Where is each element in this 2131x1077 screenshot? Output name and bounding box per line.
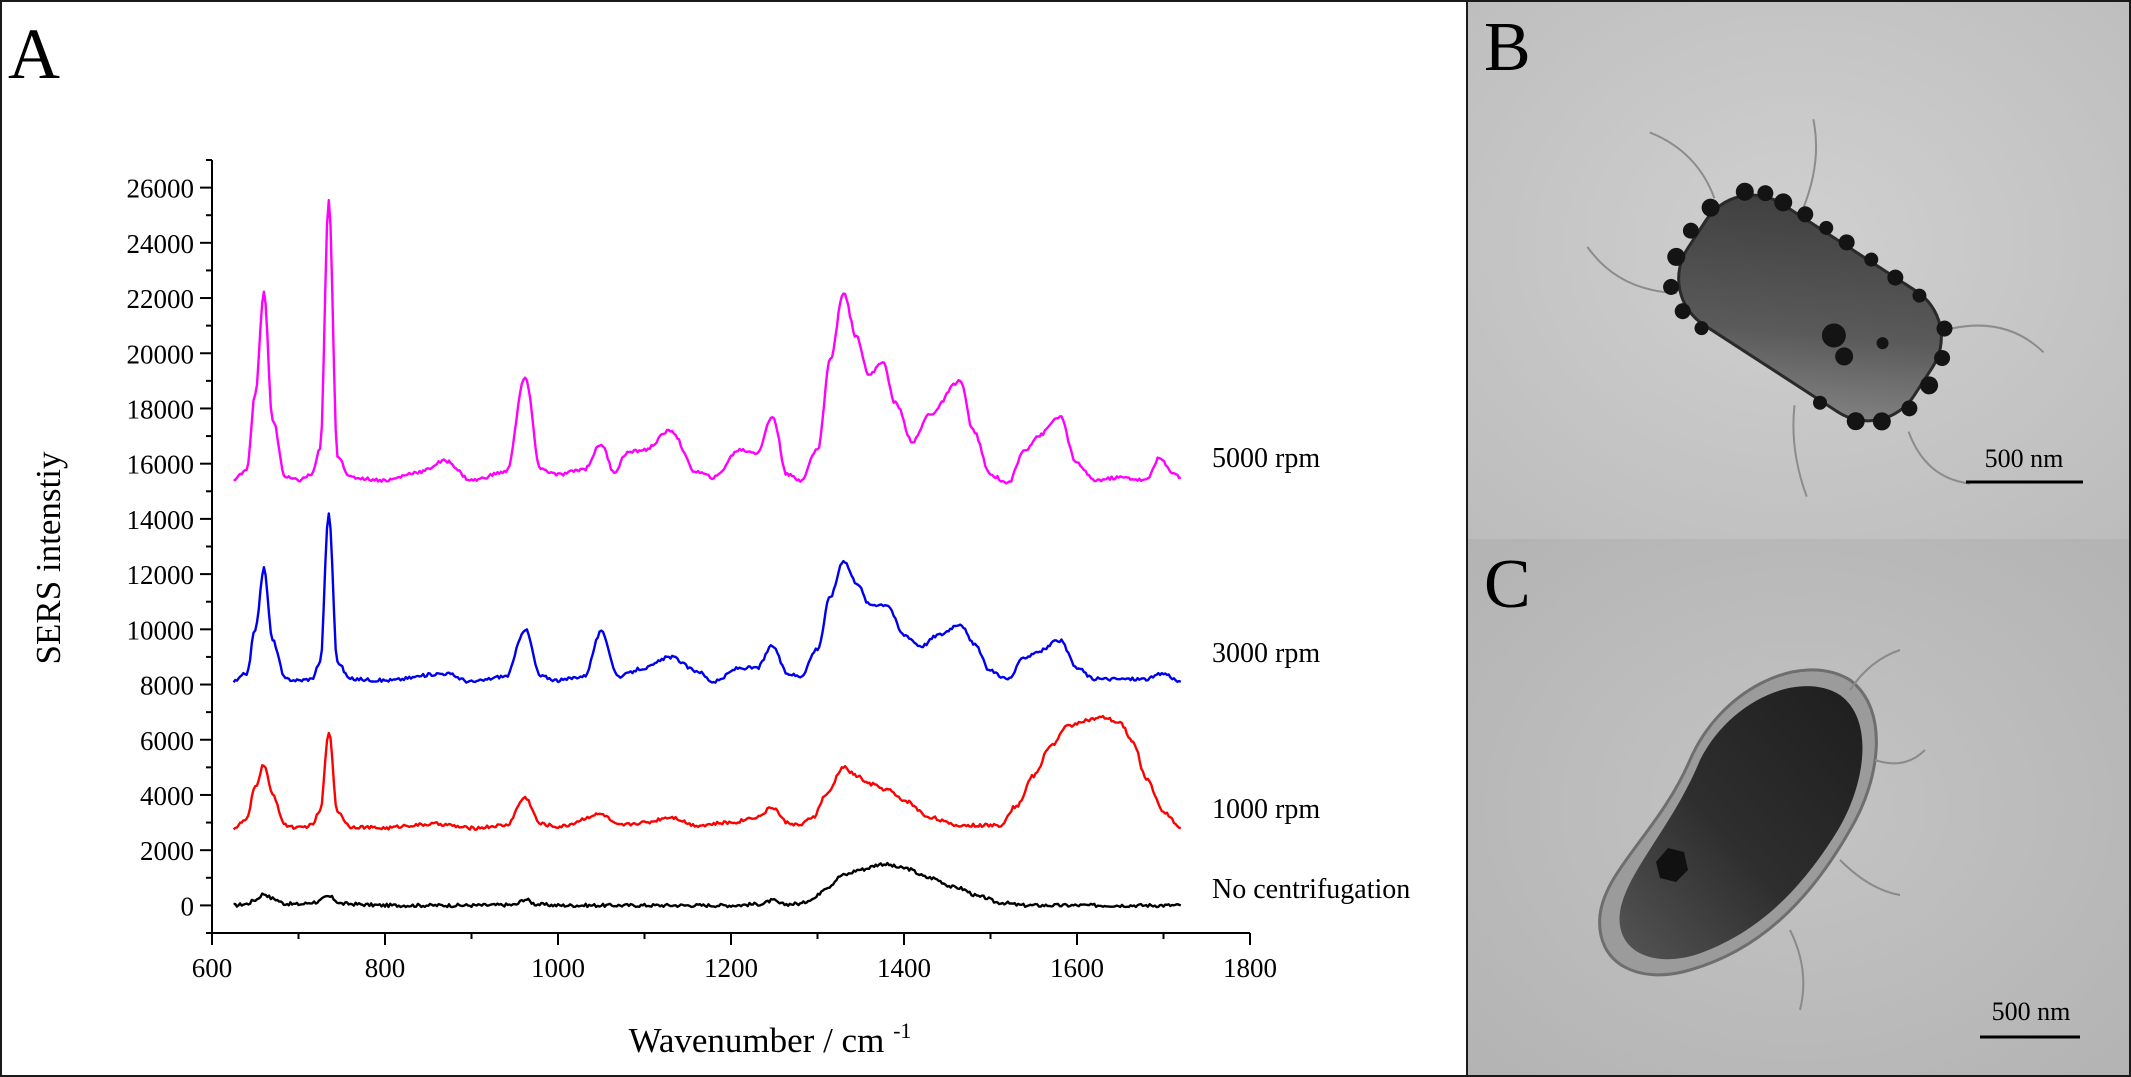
series-labels: 5000 rpm 3000 rpm 1000 rpm No centrifuga… <box>1212 443 1410 905</box>
y-tick-label: 16000 <box>127 450 195 480</box>
panel-b: 500 nm B <box>1468 2 2129 539</box>
bacterium-b <box>1586 119 2045 497</box>
x-tick-label: 1000 <box>531 953 585 983</box>
sers-chart: 600 800 1000 1200 1400 1600 1800 0 2000 4000 6000… <box>29 159 1410 1060</box>
panel-a-label: A <box>8 14 60 94</box>
particle-c <box>1656 848 1688 882</box>
series-label-no-centrifugation: No centrifugation <box>1212 874 1410 905</box>
y-tick-label: 24000 <box>127 229 195 259</box>
axes <box>211 160 1250 934</box>
series-line-no-centrifugation <box>233 861 1182 909</box>
x-ticks: 600 800 1000 1200 1400 1600 1800 <box>192 933 1277 983</box>
bacterium-c <box>1598 649 1926 1011</box>
x-tick-label: 1400 <box>877 953 931 983</box>
series-line-5000-rpm <box>233 198 1182 485</box>
panel-b-label: B <box>1484 9 1531 86</box>
y-tick-label: 20000 <box>127 339 195 369</box>
x-axis-title-main: Wavenumber / cm <box>629 1021 885 1060</box>
x-tick-label: 600 <box>192 953 233 983</box>
scale-label-c: 500 nm <box>1992 997 2071 1026</box>
flagella-b <box>1586 119 2045 497</box>
series-line-1000-rpm <box>232 714 1182 831</box>
panel-c-label: C <box>1484 546 1531 623</box>
series-label-3000rpm: 3000 rpm <box>1212 638 1320 669</box>
series-label-1000rpm: 1000 rpm <box>1212 794 1320 825</box>
y-tick-label: 0 <box>181 891 195 921</box>
y-tick-label: 6000 <box>140 726 194 756</box>
scale-label-b: 500 nm <box>1985 444 2064 473</box>
cell-body-c <box>1619 686 1863 960</box>
series-label-5000rpm: 5000 rpm <box>1212 443 1320 474</box>
series-layer <box>232 198 1182 909</box>
y-tick-label: 8000 <box>140 671 194 701</box>
y-tick-label: 2000 <box>140 836 194 866</box>
y-tick-label: 12000 <box>127 560 195 590</box>
y-tick-label: 26000 <box>127 174 195 204</box>
y-ticks: 0 2000 4000 6000 8000 10000 12000 14000 16000 180… <box>127 159 212 934</box>
y-tick-label: 18000 <box>127 394 195 424</box>
nanoparticles-b <box>1663 182 1953 431</box>
panel-c: 500 nm C <box>1468 539 2129 1075</box>
y-tick-label: 10000 <box>127 615 195 645</box>
panel-a: A 600 800 1000 1200 1400 1600 1800 0 2000 4000 60… <box>8 14 1410 1060</box>
y-tick-label: 14000 <box>127 505 195 535</box>
y-tick-label: 4000 <box>140 781 194 811</box>
x-tick-label: 800 <box>365 953 406 983</box>
x-axis-title: Wavenumber / cm -1 <box>629 1018 912 1060</box>
x-tick-label: 1600 <box>1050 953 1104 983</box>
series-line-3000-rpm <box>232 512 1182 684</box>
y-axis-title: SERS intenstiy <box>29 451 68 664</box>
flagella-c <box>1789 649 1926 1011</box>
x-tick-label: 1800 <box>1223 953 1277 983</box>
x-axis-title-superscript: -1 <box>893 1018 911 1043</box>
y-tick-label: 22000 <box>127 284 195 314</box>
x-tick-label: 1200 <box>704 953 758 983</box>
